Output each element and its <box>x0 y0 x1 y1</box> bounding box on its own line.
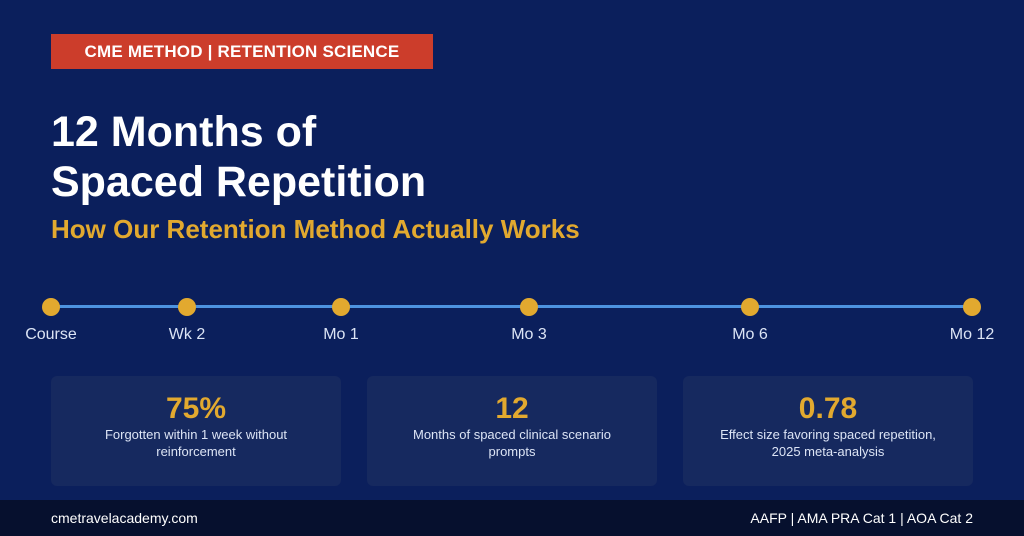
timeline-label-wk2: Wk 2 <box>168 326 206 343</box>
title-line-1: 12 Months of <box>51 108 317 156</box>
timeline-label-mo3: Mo 3 <box>511 326 547 343</box>
stat-card-months: 12 Months of spaced clinical scenario pr… <box>367 376 657 486</box>
timeline-dot-mo3 <box>520 298 538 316</box>
timeline-label-mo12: Mo 12 <box>949 326 995 343</box>
stat-card-forgotten: 75% Forgotten within 1 week without rein… <box>51 376 341 486</box>
stat-value: 75% <box>165 392 227 425</box>
footer-website: cmetravelacademy.com <box>51 510 198 526</box>
timeline-line <box>51 305 972 308</box>
timeline-dot-mo6 <box>741 298 759 316</box>
page-title: 12 Months of Spaced Repetition <box>51 107 751 207</box>
footer: cmetravelacademy.com AAFP | AMA PRA Cat … <box>0 500 1024 536</box>
stat-description: Effect size favoring spaced repetition, … <box>720 427 936 459</box>
timeline-dot-mo12 <box>963 298 981 316</box>
timeline-dot-wk2 <box>178 298 196 316</box>
stat-description: Forgotten within 1 week without reinforc… <box>104 427 288 459</box>
timeline-dot-mo1 <box>332 298 350 316</box>
title-line-2: Spaced Repetition <box>51 158 427 206</box>
timeline-label-mo1: Mo 1 <box>323 326 359 343</box>
category-badge: CME METHOD | RETENTION SCIENCE <box>51 34 433 69</box>
timeline-dot-course <box>42 298 60 316</box>
stat-description: Months of spaced clinical scenario promp… <box>413 427 611 459</box>
stat-card-effect-size: 0.78 Effect size favoring spaced repetit… <box>683 376 973 486</box>
stat-value: 0.78 <box>798 392 858 425</box>
stat-value: 12 <box>495 392 529 425</box>
timeline-label-course: Course <box>25 326 77 343</box>
timeline-label-mo6: Mo 6 <box>732 326 768 343</box>
page-subtitle: How Our Retention Method Actually Works <box>51 214 580 244</box>
footer-accreditations: AAFP | AMA PRA Cat 1 | AOA Cat 2 <box>750 510 973 526</box>
